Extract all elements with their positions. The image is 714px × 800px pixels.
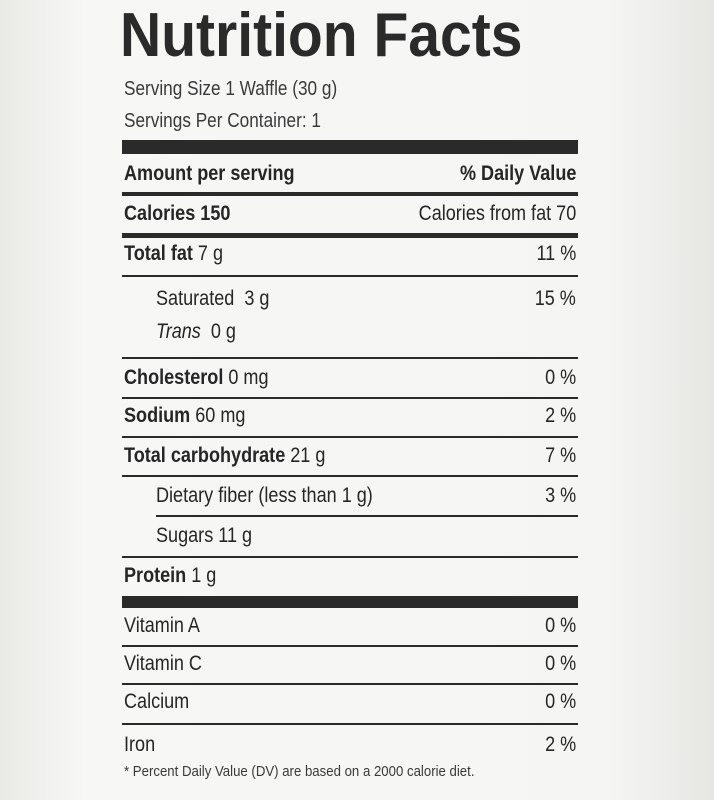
nutrient-name: Sodium <box>124 404 191 427</box>
nutrient-text: Sugars 11 g <box>156 524 253 547</box>
nutrient-text: Dietary fiber (less than 1 g) <box>156 484 373 507</box>
nutrient-dv: 15 % <box>534 287 576 310</box>
nutrient-row: Saturated 3 g 15 % <box>124 283 576 315</box>
amount-header-row: Amount per serving % Daily Value <box>124 158 576 190</box>
thin-divider <box>122 556 578 558</box>
nutrient-dv: 0 % <box>544 366 576 389</box>
thin-divider <box>156 515 578 517</box>
nutrient-dv: 7 % <box>544 444 576 467</box>
medium-divider <box>122 233 578 238</box>
nutrient-row: Total carbohydrate 21 g 7 % <box>124 440 576 472</box>
thick-divider <box>122 140 578 154</box>
thin-divider <box>122 723 578 725</box>
vitamin-row: Vitamin C 0 % <box>124 648 576 680</box>
calories-row: Calories 150 Calories from fat 70 <box>124 198 576 230</box>
nutrient-name: Protein <box>124 564 187 587</box>
vitamin-dv: 0 % <box>544 614 576 637</box>
vitamin-row: Vitamin A 0 % <box>124 610 576 642</box>
nutrient-name: Total fat <box>124 242 193 265</box>
calories: Calories 150 <box>124 202 231 225</box>
nutrient-amount: 0 mg <box>223 366 269 389</box>
vitamin-dv: 0 % <box>544 652 576 675</box>
footnote: * Percent Daily Value (DV) are based on … <box>124 763 475 780</box>
nutrient-amount: 0 g <box>200 320 236 343</box>
vitamin-dv: 2 % <box>544 733 576 756</box>
vitamin-label: Vitamin C <box>124 652 202 675</box>
nutrient-dv: 3 % <box>544 484 576 507</box>
nutrient-row: Trans 0 g <box>124 316 576 348</box>
medium-divider <box>122 192 578 196</box>
nutrient-text: Saturated 3 g <box>156 287 270 310</box>
nutrient-dv: 11 % <box>536 242 576 265</box>
vitamin-dv: 0 % <box>544 690 576 713</box>
nutrient-row: Sugars 11 g <box>124 520 576 552</box>
thin-divider <box>122 436 578 438</box>
thick-divider <box>122 596 578 608</box>
nutrient-name: Trans <box>156 320 201 343</box>
thin-divider <box>122 683 578 685</box>
amount-per-serving: Amount per serving <box>124 162 295 185</box>
thin-divider <box>122 397 578 399</box>
nutrient-name: Cholesterol <box>124 366 224 389</box>
thin-divider <box>122 645 578 647</box>
daily-value-header: % Daily Value <box>459 162 576 185</box>
nutrient-amount: 1 g <box>186 564 217 587</box>
nutrient-row: Cholesterol 0 mg 0 % <box>124 362 576 394</box>
vitamin-label: Vitamin A <box>124 614 200 637</box>
calories-from-fat: Calories from fat 70 <box>418 202 576 225</box>
thin-divider <box>122 275 578 277</box>
nutrient-row: Sodium 60 mg 2 % <box>124 400 576 432</box>
nutrient-row: Protein 1 g <box>124 560 576 592</box>
nutrient-dv: 2 % <box>544 404 576 427</box>
thin-divider <box>122 475 578 477</box>
nutrient-amount: 7 g <box>192 242 224 265</box>
nutrient-name: Total carbohydrate <box>124 444 286 467</box>
nutrient-row: Total fat 7 g 11 % <box>124 238 576 270</box>
label-title: Nutrition Facts <box>120 1 523 70</box>
vitamin-label: Iron <box>124 733 156 756</box>
thin-divider <box>122 357 578 359</box>
serving-size: Serving Size 1 Waffle (30 g) <box>124 78 338 100</box>
nutrient-amount: 60 mg <box>190 404 246 427</box>
vitamin-label: Calcium <box>124 690 190 713</box>
vitamin-row: Iron 2 % <box>124 729 576 761</box>
vitamin-row: Calcium 0 % <box>124 686 576 718</box>
nutrient-amount: 21 g <box>285 444 326 467</box>
nutrient-row: Dietary fiber (less than 1 g) 3 % <box>124 480 576 512</box>
servings-per-container: Servings Per Container: 1 <box>124 110 321 132</box>
